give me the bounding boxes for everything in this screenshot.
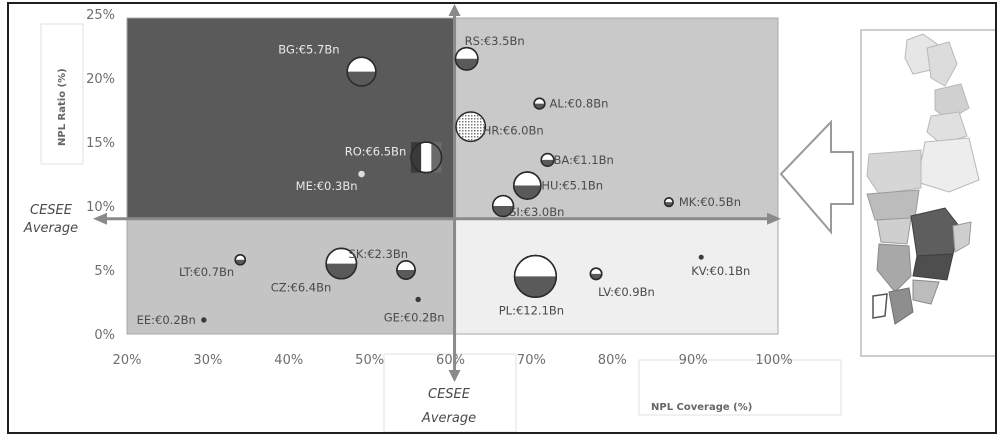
bubble-sk <box>396 260 416 280</box>
point-label-ee: EE:€0.2Bn <box>137 313 196 327</box>
bubble-kv <box>698 254 704 260</box>
bubble-mk <box>663 197 674 208</box>
bubble-ge <box>415 296 421 303</box>
bubble-bg <box>346 56 377 87</box>
point-label-lv: LV:€0.9Bn <box>598 285 655 299</box>
bubble-rs <box>454 46 479 71</box>
x-tick-label: 100% <box>755 353 792 368</box>
bubble-lv <box>589 267 603 281</box>
data-points <box>201 46 704 323</box>
point-label-ro: RO:€6.5Bn <box>345 144 407 158</box>
y-tick-label: 0% <box>94 328 115 343</box>
x-tick-label: 80% <box>598 353 627 368</box>
point-label-pl: PL:€12.1Bn <box>499 303 564 317</box>
point-label-hr: HR:€6.0Bn <box>483 124 544 138</box>
x-tick-label: 30% <box>193 353 222 368</box>
y-axis-title: NPL Ratio (%) <box>57 68 68 146</box>
chart-frame: NPL Ratio (%) NPL Coverage (%) 0% 5% 10% 15… <box>7 2 997 434</box>
point-label-lt: LT:€0.7Bn <box>179 265 234 279</box>
average-lines <box>93 4 781 382</box>
quadrant-high-npl-high-coverage <box>454 17 779 220</box>
arrow-left-head-icon <box>93 212 107 225</box>
bubble-cz <box>325 247 358 280</box>
point-label-al: AL:€0.8Bn <box>549 97 608 111</box>
y-tick-label: 20% <box>86 72 115 87</box>
quadrant-high-npl-low-coverage <box>126 17 456 220</box>
bubble-ro <box>410 141 443 174</box>
x-tick-label: 90% <box>679 353 708 368</box>
point-label-ba: BA:€1.1Bn <box>554 153 614 167</box>
point-label-mk: MK:€0.5Bn <box>679 195 741 209</box>
point-label-sk: SK:€2.3Bn <box>349 247 409 261</box>
x-average-label-line2: Average <box>421 411 476 426</box>
arrow-up-head-icon <box>448 4 461 16</box>
arrow-left-icon <box>779 119 854 235</box>
point-label-si: SI:€3.0Bn <box>509 205 564 219</box>
y-tick-label: 10% <box>86 200 115 215</box>
x-axis-title-box <box>638 359 842 416</box>
bubble-lt <box>234 253 246 266</box>
bubble-si <box>491 194 515 218</box>
bubble-al <box>533 97 546 110</box>
y-axis-title-box <box>40 23 84 165</box>
arrow-right-head-icon <box>767 212 781 225</box>
bubble-ba <box>540 152 555 167</box>
y-tick-label: 15% <box>86 136 115 151</box>
x-tick-label: 20% <box>113 353 142 368</box>
point-label-me: ME:€0.3Bn <box>296 179 358 193</box>
point-label-rs: RS:€3.5Bn <box>465 34 525 48</box>
bubble-me <box>358 170 365 178</box>
point-label-bg: BG:€5.7Bn <box>278 43 339 57</box>
point-label-ge: GE:€0.2Bn <box>384 310 445 324</box>
x-tick-label: 70% <box>517 353 546 368</box>
y-average-label-line2: Average <box>23 221 78 236</box>
x-tick-label: 50% <box>355 353 384 368</box>
bubble-ee <box>201 317 207 323</box>
x-tick-label: 60% <box>436 353 465 368</box>
bubble-hr <box>455 111 487 143</box>
x-average-label-line1: CESEE <box>428 387 471 402</box>
bubble-pl <box>513 254 558 299</box>
x-tick-label: 40% <box>274 353 303 368</box>
point-labels: BG:€5.7Bn RO:€6.5Bn ME:€0.3Bn RS:€3.5Bn AL:€… <box>137 34 751 327</box>
y-average-label-line1: CESEE <box>30 203 73 218</box>
europe-map-icon <box>860 29 995 357</box>
bubble-hu <box>513 171 542 200</box>
point-label-hu: HU:€5.1Bn <box>541 179 603 193</box>
y-tick-label: 25% <box>86 8 115 23</box>
npl-scatter-chart: NPL Ratio (%) NPL Coverage (%) 0% 5% 10% 15… <box>23 4 995 432</box>
x-axis-title: NPL Coverage (%) <box>651 402 752 413</box>
arrow-down-head-icon <box>448 370 461 382</box>
y-tick-label: 5% <box>94 264 115 279</box>
x-average-label-box <box>383 353 517 432</box>
point-label-kv: KV:€0.1Bn <box>691 264 750 278</box>
axis-ticks: 0% 5% 10% 15% 20% 25% 20% 30% 40% 50% 60% 70% 80% 90%… <box>86 8 792 368</box>
point-label-cz: CZ:€6.4Bn <box>271 281 332 295</box>
